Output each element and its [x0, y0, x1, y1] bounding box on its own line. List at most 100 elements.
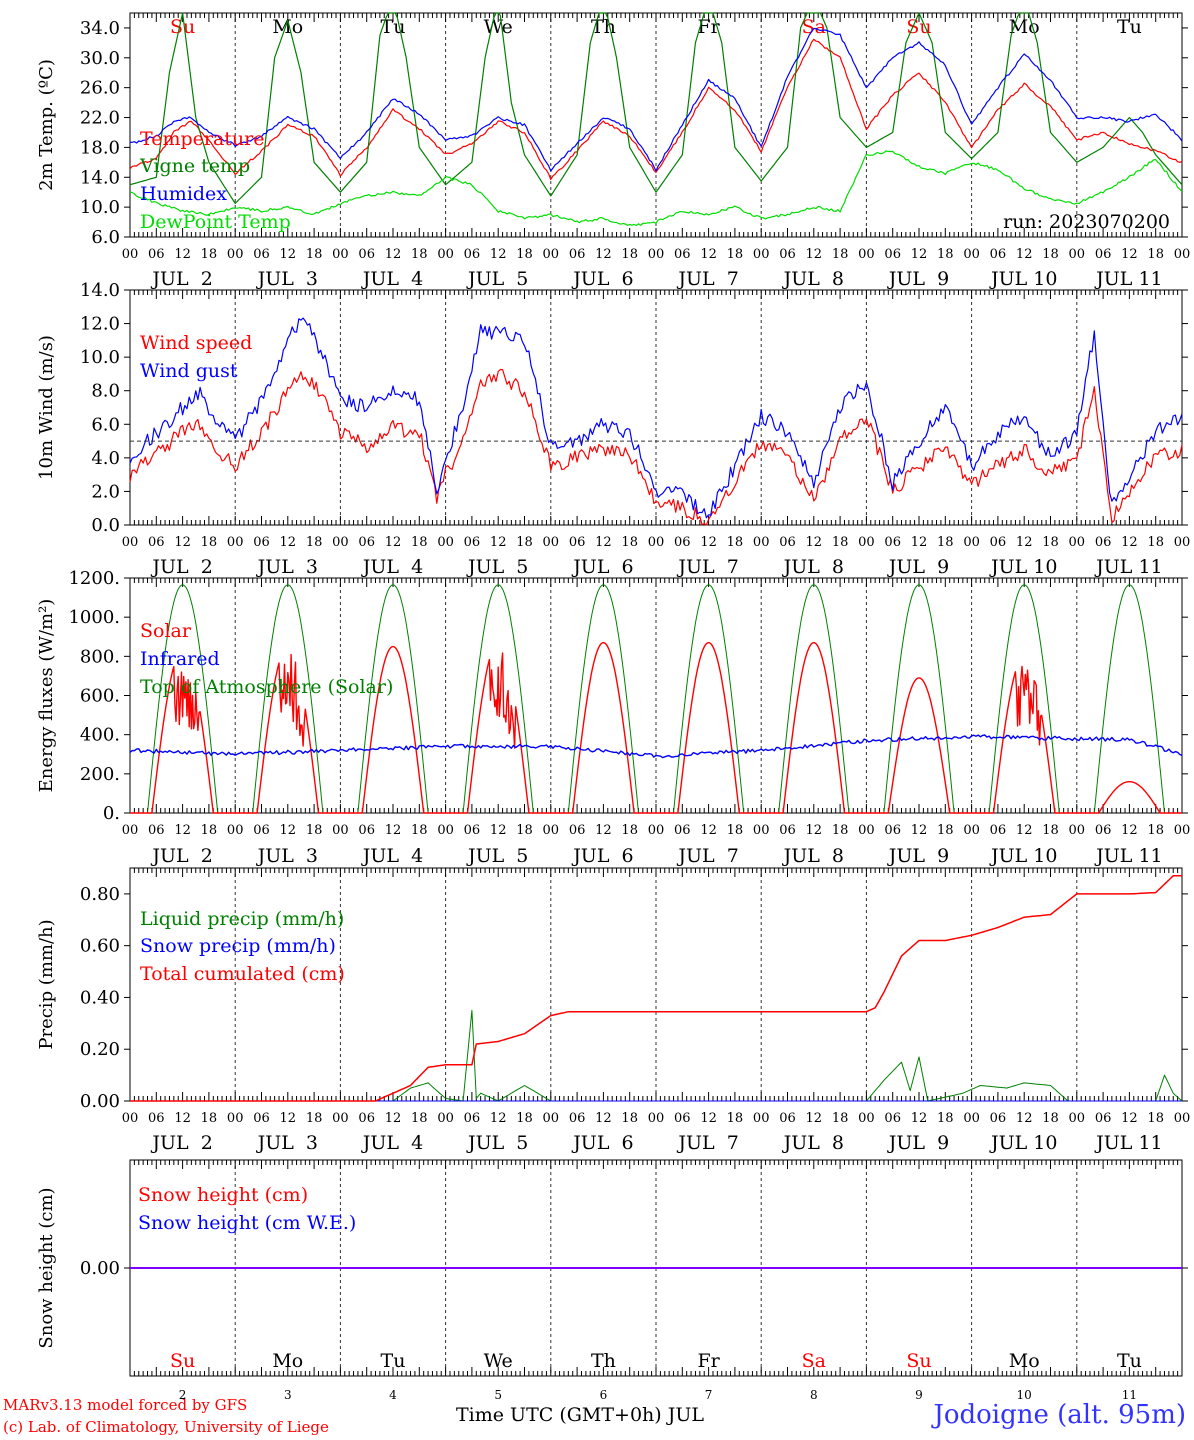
run-annotation: run: 2023070200: [1003, 211, 1170, 233]
weekday-label: Tu: [1117, 16, 1142, 38]
hour-tick-label: 12: [1121, 535, 1138, 550]
hour-tick-label: 00: [648, 247, 665, 262]
hour-tick-label: 06: [464, 247, 481, 262]
hour-tick-label: 18: [201, 247, 218, 262]
hour-tick-label: 00: [227, 1111, 244, 1126]
hour-tick-label: 12: [806, 1111, 823, 1126]
y-tick-label: 14.0: [80, 280, 120, 301]
hour-tick-label: 00: [963, 1111, 980, 1126]
weekday-label: Su: [906, 1350, 931, 1372]
y-tick-label: 0.80: [80, 884, 120, 905]
legend-dewpoint-temp: DewPoint Temp: [140, 211, 291, 233]
hour-tick-label: 12: [806, 247, 823, 262]
copyright-credit: (c) Lab. of Climatology, University of L…: [3, 1418, 329, 1436]
day-label: JUL 4: [361, 268, 423, 290]
hour-tick-label: 12: [490, 247, 507, 262]
hour-tick-label: 18: [516, 247, 533, 262]
hour-tick-label: 06: [464, 823, 481, 838]
weekday-label: Su: [170, 1350, 195, 1372]
hour-tick-label: 12: [1121, 823, 1138, 838]
hour-tick-label: 06: [990, 247, 1007, 262]
legend-snow-precip-mm-h: Snow precip (mm/h): [140, 935, 336, 957]
weekday-label: Sa: [802, 16, 826, 38]
hour-tick-label: 18: [832, 823, 849, 838]
hour-tick-label: 06: [253, 535, 270, 550]
station-name: Jodoigne (alt. 95m): [933, 1400, 1186, 1430]
hour-tick-label: 12: [806, 535, 823, 550]
y-tick-label: 0.0: [91, 515, 120, 536]
hour-tick-label: 00: [1174, 1111, 1191, 1126]
hour-tick-label: 18: [306, 823, 323, 838]
weekday-label: Mo: [272, 1350, 303, 1372]
hour-tick-label: 06: [148, 823, 165, 838]
legend-wind-gust: Wind gust: [140, 360, 238, 382]
y-tick-label: 1200.: [68, 568, 120, 589]
legend-vigne-temp: Vigne temp: [139, 155, 250, 177]
day-label: JUL 6: [571, 1132, 633, 1154]
day-label: JUL 2: [150, 1132, 212, 1154]
y-tick-label: 26.0: [80, 78, 120, 99]
hour-tick-label: 12: [911, 247, 928, 262]
hour-tick-label: 12: [1016, 247, 1033, 262]
y-tick-label: 10.0: [80, 347, 120, 368]
hour-tick-label: 00: [437, 247, 454, 262]
hour-tick-label: 12: [700, 247, 717, 262]
hour-tick-label: 06: [884, 823, 901, 838]
hour-tick-label: 18: [1147, 247, 1164, 262]
day-label: JUL 7: [676, 1132, 738, 1154]
hour-tick-label: 00: [437, 1111, 454, 1126]
y-tick-label: 0.00: [80, 1091, 120, 1112]
day-label: JUL 3: [256, 556, 318, 578]
bottom-day-number: 8: [810, 1388, 818, 1402]
panel-2: 00 06 12 18 00 06 12 18 00 06 12 18 00 06 12 18 00 06 12 18…: [36, 280, 1190, 578]
hour-tick-label: 18: [937, 247, 954, 262]
hour-tick-label: 00: [858, 247, 875, 262]
hour-tick-label: 12: [490, 535, 507, 550]
hour-tick-label: 06: [464, 535, 481, 550]
hour-tick-label: 12: [385, 1111, 402, 1126]
hour-tick-label: 18: [727, 1111, 744, 1126]
weekday-label: Tu: [1117, 1350, 1142, 1372]
day-label: JUL 2: [150, 556, 212, 578]
hour-tick-label: 12: [280, 1111, 297, 1126]
y-tick-label: 0.40: [80, 987, 120, 1008]
day-label: JUL 5: [466, 845, 528, 867]
hour-tick-label: 18: [411, 1111, 428, 1126]
day-label: JUL 9: [887, 556, 949, 578]
y-tick-label: 800.: [80, 646, 120, 667]
weekday-label: Th: [591, 16, 616, 38]
hour-tick-label: 12: [174, 535, 191, 550]
hour-tick-label: 06: [779, 823, 796, 838]
hour-tick-label: 00: [1069, 1111, 1086, 1126]
day-label: JUL 3: [256, 845, 318, 867]
hour-tick-label: 18: [516, 823, 533, 838]
panel-5: Su Mo Tu We Th Fr Sa Su Mo Tu 0.00 Snow height (cm)…: [36, 1159, 1188, 1402]
day-label: JUL 6: [571, 556, 633, 578]
hour-tick-label: 06: [779, 535, 796, 550]
y-axis-label: Energy fluxes (W/m²): [36, 599, 57, 793]
model-credit: MARv3.13 model forced by GFS: [3, 1396, 248, 1414]
hour-tick-label: 12: [385, 535, 402, 550]
series-total-cumulated-cm: [130, 875, 1182, 1102]
hour-tick-label: 12: [595, 1111, 612, 1126]
day-label: JUL 4: [361, 556, 423, 578]
hour-tick-label: 18: [1147, 823, 1164, 838]
day-label: JUL 10: [989, 268, 1057, 290]
weekday-label: We: [484, 1350, 513, 1372]
hour-tick-label: 06: [464, 1111, 481, 1126]
y-tick-label: 22.0: [80, 108, 120, 129]
legend-humidex: Humidex: [140, 183, 227, 205]
hour-tick-label: 18: [411, 247, 428, 262]
day-label: JUL 8: [782, 845, 844, 867]
y-tick-label: 0.60: [80, 936, 120, 957]
day-label: JUL 4: [361, 1132, 423, 1154]
hour-tick-label: 06: [569, 823, 586, 838]
hour-tick-label: 12: [595, 247, 612, 262]
hour-tick-label: 12: [1016, 535, 1033, 550]
y-tick-label: 1000.: [68, 607, 120, 628]
hour-tick-label: 18: [1042, 535, 1059, 550]
hour-tick-label: 06: [358, 247, 375, 262]
hour-tick-label: 18: [306, 247, 323, 262]
hour-tick-label: 00: [543, 535, 560, 550]
y-tick-label: 18.0: [80, 137, 120, 158]
